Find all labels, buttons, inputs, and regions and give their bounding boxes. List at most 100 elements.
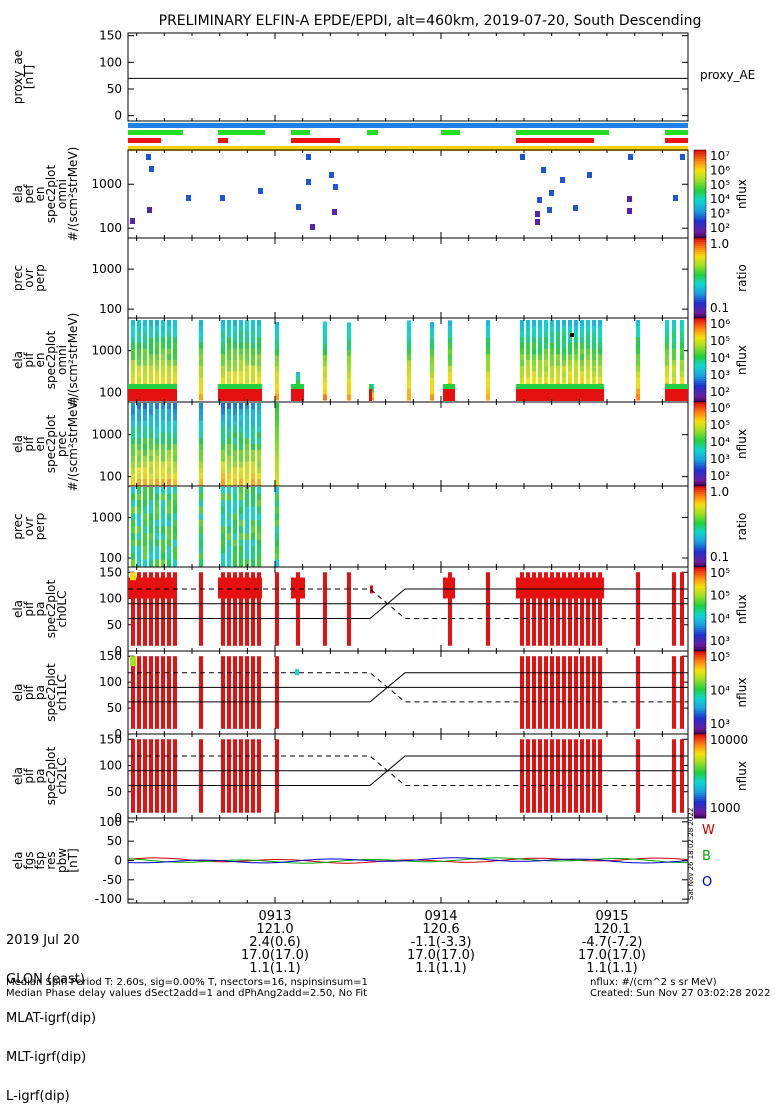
spectrogram-cell: [526, 320, 530, 327]
colorbar-cell: [694, 393, 706, 397]
colorbar-cell: [694, 300, 706, 303]
colorbar-cell: [694, 435, 706, 439]
spectrogram-cell: [149, 354, 153, 361]
fgs-line-o: [127, 857, 689, 864]
spectrogram-cell: [233, 539, 237, 547]
spectrogram-cell: [486, 342, 490, 350]
y-axis-label: fsp: [33, 851, 47, 869]
colorbar-cell: [694, 322, 706, 325]
colorbar-cell: [694, 284, 706, 287]
spectrogram-cell: [347, 322, 351, 329]
spectrogram-cell: [550, 320, 554, 327]
spectrogram-cell: [137, 408, 141, 416]
spectrogram-cell: [556, 342, 560, 350]
colorbar-cell: [694, 161, 706, 164]
fgs-legend-o: O: [702, 875, 712, 890]
spectrogram-cell: [233, 461, 237, 468]
spectrogram-cell: [568, 325, 572, 332]
colorbar-cell: [694, 680, 706, 683]
colorbar-cell: [694, 471, 706, 474]
spectrogram-cell: [137, 444, 141, 451]
spectrogram-cell: [544, 371, 548, 378]
pa-column: [580, 739, 584, 813]
colorbar-cell: [694, 490, 706, 493]
spectrogram-cell: [149, 493, 153, 501]
spectrogram-cell: [347, 366, 351, 373]
spectrogram-cell: [239, 365, 243, 372]
colorbar-tick-label: 10⁵: [710, 178, 730, 192]
pa-column: [155, 572, 159, 646]
spectrogram-cell: [167, 426, 171, 433]
spectrogram-cell: [149, 331, 153, 338]
spectrogram-cell: [149, 414, 153, 422]
spectrogram-cell: [532, 331, 536, 338]
spectrogram-cell: [323, 338, 327, 345]
y-tick-label: 100: [99, 675, 122, 689]
colorbar-frame: [693, 733, 707, 819]
colorbar-cell: [694, 437, 706, 441]
spectrogram-cell: [541, 167, 546, 173]
spectrogram-cell: [233, 331, 237, 338]
spectrogram-cell: [221, 519, 225, 527]
pa-column: [526, 739, 530, 813]
pa-column: [556, 656, 560, 729]
spectrogram-cell: [275, 403, 279, 410]
pa-column: [137, 572, 141, 646]
colorbar-cell: [694, 150, 706, 153]
colorbar-cell: [694, 669, 706, 673]
spectrogram-cell: [227, 506, 231, 514]
spectrogram-cell: [486, 337, 490, 344]
spectrogram-cell: [573, 205, 578, 211]
spectrogram-cell: [562, 354, 566, 361]
pitch-angle-data-2: [131, 739, 684, 813]
spectrogram-cell: [173, 354, 177, 361]
spectrogram-cell: [221, 408, 225, 416]
colorbar-cell: [694, 799, 706, 802]
spectrogram-cell: [251, 487, 255, 495]
spectrogram-cell: [448, 365, 452, 373]
colorbar-tick-label: 0.1: [710, 550, 729, 564]
colorbar-cell: [694, 383, 706, 386]
colorbar-cell: [694, 550, 706, 554]
pa-column: [592, 572, 596, 646]
spectrogram-cell: [251, 426, 255, 433]
colorbar-cell: [694, 613, 706, 616]
colorbar-cell: [694, 514, 706, 517]
spectrogram-cell: [131, 365, 135, 372]
spectrogram-cell: [227, 559, 231, 567]
colorbar-cell: [694, 154, 706, 158]
spectrogram-cell: [296, 378, 300, 381]
spectrogram-cell: [257, 479, 261, 486]
spectrogram-cell: [586, 320, 590, 327]
spectrogram-cell: [526, 325, 530, 332]
spectrogram-cell: [227, 360, 231, 367]
spectrogram-cell: [598, 348, 602, 355]
spectrogram-cell: [167, 487, 171, 495]
pa-column: [680, 572, 684, 646]
pa-column: [251, 739, 255, 813]
spectrogram-cell: [532, 325, 536, 332]
spectrogram-cell: [221, 546, 225, 554]
y-axis-label: pif: [22, 684, 36, 700]
colorbar-cell: [694, 488, 706, 491]
spectrogram-cell: [257, 519, 261, 527]
pa-column: [199, 656, 203, 729]
spectrogram-cell: [275, 559, 279, 567]
spectrogram-cell: [245, 539, 249, 547]
spectrogram-cell: [149, 348, 153, 355]
spectrogram-cell: [161, 426, 165, 433]
spectrogram-cell: [233, 414, 237, 422]
colorbar-cell: [694, 355, 706, 359]
colorbar-cell: [694, 579, 706, 583]
spectrogram-cell: [239, 455, 243, 463]
spectrogram-cell: [526, 377, 530, 384]
pa-column: [544, 739, 548, 813]
colorbar-cell: [694, 786, 706, 790]
colorbar-cell: [694, 172, 706, 175]
pa-column: [233, 572, 237, 646]
colorbar-cell: [694, 594, 706, 597]
spectrogram-cell: [233, 348, 237, 355]
colorbar-cell: [694, 194, 706, 197]
spectrogram-cell: [257, 513, 261, 521]
spectrogram-cell: [167, 533, 171, 541]
